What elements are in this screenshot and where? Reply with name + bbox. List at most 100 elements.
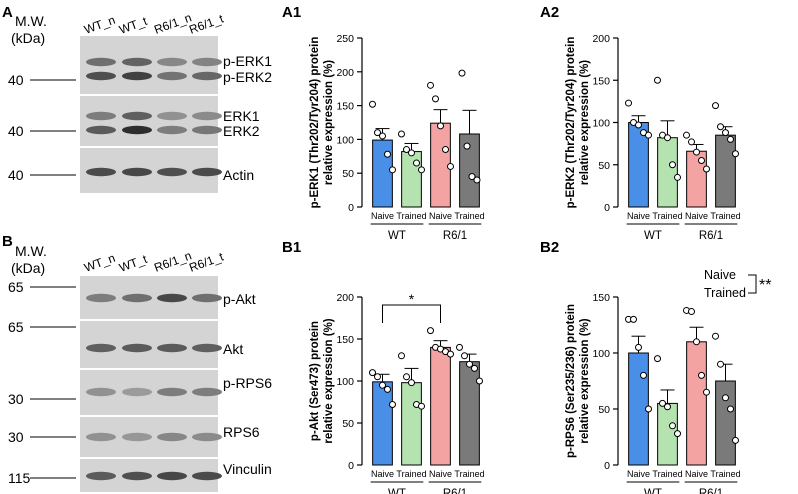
data-point xyxy=(722,129,729,137)
data-point xyxy=(389,166,396,174)
data-point xyxy=(727,135,734,143)
bar xyxy=(372,139,393,208)
annotation-label: Naive xyxy=(704,268,736,282)
blot-band xyxy=(192,387,222,397)
data-point xyxy=(703,165,710,173)
y-tick-label: 200 xyxy=(592,33,610,45)
blot-band xyxy=(192,111,222,121)
data-point xyxy=(654,76,661,84)
data-point xyxy=(369,369,376,377)
y-tick-label: 250 xyxy=(336,33,354,45)
category-label: Trained xyxy=(652,469,682,479)
blot-band xyxy=(192,343,222,353)
blot-band xyxy=(86,293,116,303)
blot-band xyxy=(122,111,152,121)
lane-label: WT_t xyxy=(117,252,149,275)
y-axis-label-line: relative expression (%) xyxy=(323,60,335,185)
lane-label: WT_n xyxy=(82,251,117,275)
data-point xyxy=(717,123,724,131)
blot-band xyxy=(157,71,187,81)
data-point xyxy=(664,134,671,142)
mw-marker: 40 xyxy=(8,72,24,88)
y-axis-label-line: relative expression (%) xyxy=(323,318,335,443)
blot-band xyxy=(86,71,116,81)
data-point xyxy=(408,379,415,387)
data-point xyxy=(427,81,434,89)
blot-band xyxy=(157,343,187,353)
category-label: Naive xyxy=(685,211,708,221)
blot-band xyxy=(122,71,152,81)
panel-label-a2: A2 xyxy=(540,4,559,21)
data-point xyxy=(688,138,695,146)
y-axis-label-line: p-ERK2 (Thr202/Tyr204) protein xyxy=(565,37,577,209)
blot-band xyxy=(157,167,187,177)
kda-label-b: (kDa) xyxy=(11,260,45,276)
data-point xyxy=(664,403,671,411)
annotation-label: Trained xyxy=(704,286,746,300)
y-axis-label-line: p-RPS6 (Ser235/236) protein xyxy=(565,304,577,458)
blot-membrane xyxy=(80,96,218,146)
blot-band xyxy=(122,167,152,177)
data-point xyxy=(408,149,415,157)
blot-band xyxy=(86,125,116,135)
y-tick-label: 50 xyxy=(342,418,354,430)
lane-label: WT_t xyxy=(117,14,149,37)
data-point xyxy=(384,150,391,158)
category-label: Naive xyxy=(371,211,394,221)
y-tick-label: 100 xyxy=(592,118,610,130)
y-tick-label: 50 xyxy=(342,168,354,180)
group-label: R6/1 xyxy=(699,230,723,242)
data-point xyxy=(442,146,449,154)
data-point xyxy=(418,402,425,410)
blot-row-label: ERK1 xyxy=(223,108,260,124)
blot-row-label: ERK2 xyxy=(223,123,260,139)
blot-band xyxy=(86,167,116,177)
y-axis-label: p-ERK1 (Thr202/Tyr204) protein relative e… xyxy=(309,37,335,209)
blot-band xyxy=(192,293,222,303)
data-point xyxy=(468,173,476,181)
data-point xyxy=(374,129,381,137)
category-label: Naive xyxy=(429,469,452,479)
data-point xyxy=(374,373,381,381)
y-tick-label: 200 xyxy=(336,292,354,304)
annotation-significance: ** xyxy=(759,277,771,294)
data-point xyxy=(625,99,632,107)
data-point xyxy=(418,166,425,174)
y-axis-label: p-ERK2 (Thr202/Tyr204) protein relative e… xyxy=(565,37,591,209)
data-point xyxy=(403,373,410,381)
group-label: R6/1 xyxy=(443,230,467,242)
data-point xyxy=(437,122,444,130)
blot-band xyxy=(86,111,116,121)
blot-row-label: Vinculin xyxy=(223,461,272,477)
blot-band xyxy=(157,387,187,397)
bar xyxy=(715,380,736,466)
data-point xyxy=(669,161,676,169)
blot-band xyxy=(86,343,116,353)
data-point xyxy=(645,131,652,139)
data-point xyxy=(703,388,710,396)
blot-band xyxy=(122,432,152,442)
mw-marker: 40 xyxy=(8,167,24,183)
category-label: Naive xyxy=(371,469,394,479)
data-point xyxy=(447,162,454,170)
data-point xyxy=(674,173,681,181)
data-point xyxy=(659,399,666,407)
data-point xyxy=(447,350,454,358)
blot-band xyxy=(192,471,222,481)
data-point xyxy=(712,102,719,110)
group-label: R6/1 xyxy=(443,488,467,494)
blot-band xyxy=(157,471,187,481)
group-label: WT xyxy=(388,230,406,242)
data-point xyxy=(698,371,705,379)
data-point xyxy=(635,121,642,129)
y-tick-label: 100 xyxy=(336,376,354,388)
blot-row-label: Akt xyxy=(223,341,243,357)
mw-marker: 115 xyxy=(8,470,31,486)
data-point xyxy=(693,338,700,346)
data-point xyxy=(640,371,647,379)
data-point xyxy=(669,422,676,430)
y-axis-label-line: relative expression (%) xyxy=(579,60,591,185)
category-label: Trained xyxy=(396,211,426,221)
